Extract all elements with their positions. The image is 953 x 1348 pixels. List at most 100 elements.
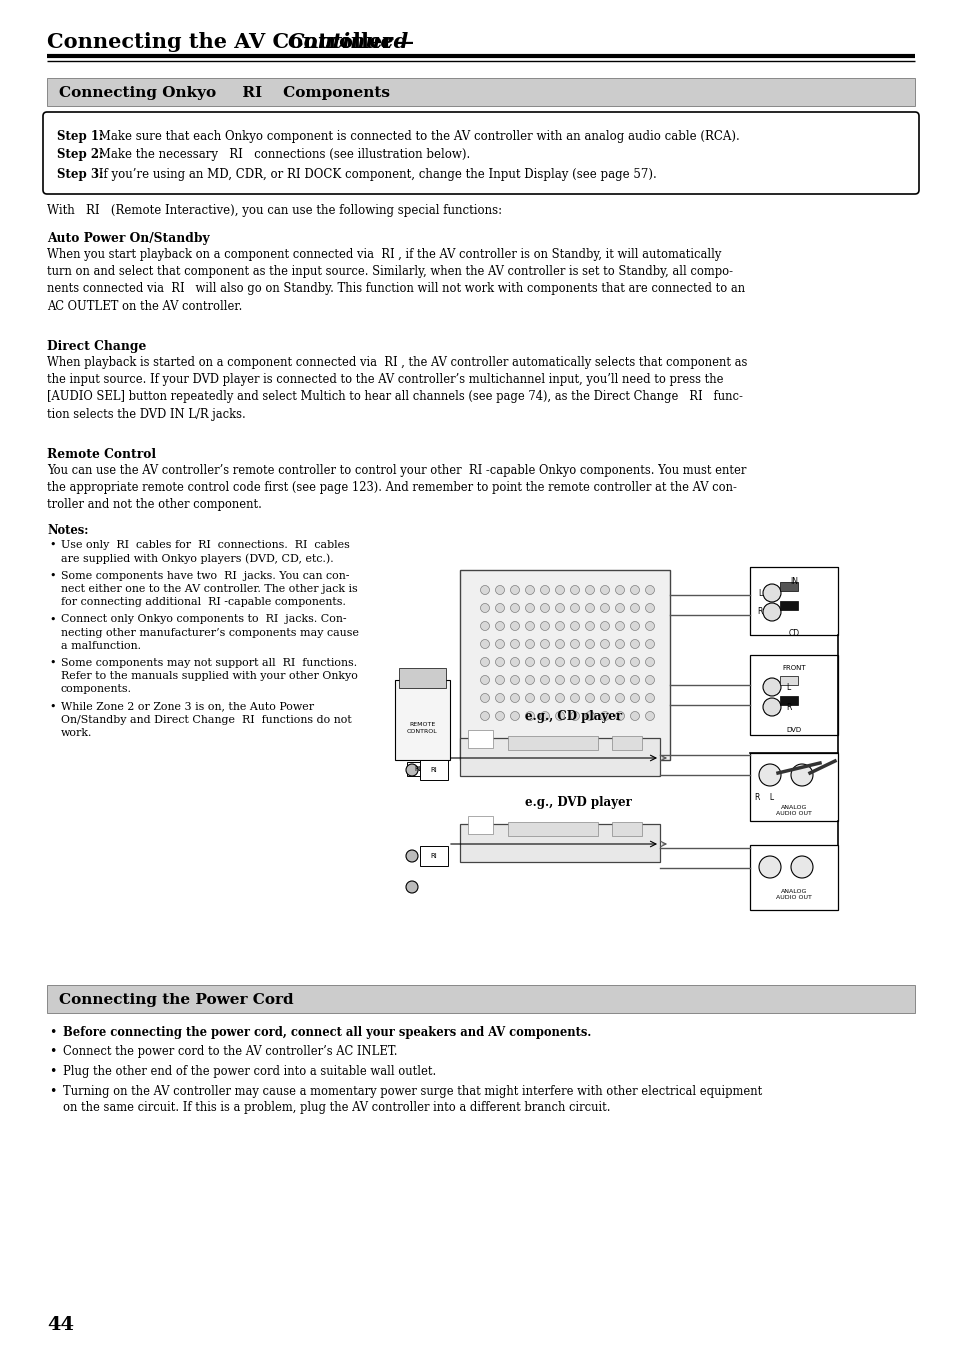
Circle shape (555, 604, 564, 612)
Text: R: R (785, 702, 791, 712)
Circle shape (480, 693, 489, 702)
Circle shape (585, 658, 594, 666)
Circle shape (525, 658, 534, 666)
Text: R    L: R L (754, 793, 773, 802)
Circle shape (615, 621, 624, 631)
Circle shape (480, 604, 489, 612)
Text: Step 2:: Step 2: (57, 148, 103, 160)
Circle shape (525, 621, 534, 631)
Text: Connect the power cord to the AV controller’s AC INLET.: Connect the power cord to the AV control… (63, 1046, 397, 1058)
Circle shape (645, 621, 654, 631)
Circle shape (495, 693, 504, 702)
Circle shape (480, 658, 489, 666)
Circle shape (510, 639, 519, 648)
Circle shape (570, 693, 578, 702)
Circle shape (599, 675, 609, 685)
Circle shape (510, 693, 519, 702)
Text: When playback is started on a component connected via  RI , the AV controller au: When playback is started on a component … (47, 356, 746, 421)
Text: REMOTE
CONTROL: REMOTE CONTROL (407, 723, 437, 733)
Circle shape (645, 675, 654, 685)
Circle shape (406, 882, 417, 892)
Circle shape (585, 712, 594, 720)
Circle shape (615, 604, 624, 612)
Circle shape (510, 658, 519, 666)
Circle shape (555, 675, 564, 685)
Circle shape (495, 712, 504, 720)
Bar (398, 669, 446, 687)
Text: You can use the AV controller’s remote controller to control your other  RI -cap: You can use the AV controller’s remote c… (47, 464, 745, 511)
Circle shape (759, 856, 781, 878)
Text: Connecting Onkyo     RI    Components: Connecting Onkyo RI Components (59, 86, 390, 100)
FancyBboxPatch shape (43, 112, 918, 194)
Circle shape (615, 658, 624, 666)
Bar (749, 568, 837, 635)
Text: RI: RI (415, 766, 421, 772)
Circle shape (510, 604, 519, 612)
Circle shape (570, 675, 578, 685)
Bar (459, 737, 659, 776)
Bar (47, 78, 914, 106)
Circle shape (762, 603, 781, 621)
Circle shape (510, 621, 519, 631)
Circle shape (599, 585, 609, 594)
Circle shape (480, 621, 489, 631)
Circle shape (540, 712, 549, 720)
Circle shape (540, 621, 549, 631)
Circle shape (495, 675, 504, 685)
Text: L: L (785, 682, 789, 692)
Circle shape (645, 693, 654, 702)
Text: •: • (49, 1046, 56, 1058)
Text: RI: RI (430, 767, 436, 772)
Bar (612, 822, 641, 836)
Text: ANALOG
AUDIO OUT: ANALOG AUDIO OUT (775, 888, 811, 900)
Bar (395, 679, 450, 760)
Circle shape (540, 604, 549, 612)
Circle shape (585, 621, 594, 631)
Circle shape (525, 693, 534, 702)
Circle shape (645, 658, 654, 666)
Text: L: L (757, 589, 761, 597)
Text: Plug the other end of the power cord into a suitable wall outlet.: Plug the other end of the power cord int… (63, 1065, 436, 1078)
Text: R: R (757, 608, 761, 616)
Circle shape (510, 675, 519, 685)
Bar (468, 731, 493, 748)
Circle shape (555, 639, 564, 648)
Text: •: • (49, 1065, 56, 1078)
Text: •: • (49, 615, 55, 624)
Bar (507, 736, 598, 749)
Bar (780, 582, 797, 590)
Text: While Zone 2 or Zone 3 is on, the Auto Power
On/Standby and Direct Change  RI  f: While Zone 2 or Zone 3 is on, the Auto P… (61, 701, 352, 737)
Circle shape (585, 604, 594, 612)
Circle shape (495, 639, 504, 648)
Text: Step 1:: Step 1: (57, 129, 103, 143)
Circle shape (525, 585, 534, 594)
Text: •: • (49, 1085, 56, 1097)
Circle shape (525, 639, 534, 648)
Text: Remote Control: Remote Control (47, 448, 156, 461)
Circle shape (630, 639, 639, 648)
Circle shape (510, 712, 519, 720)
Circle shape (615, 693, 624, 702)
Text: ANALOG
AUDIO OUT: ANALOG AUDIO OUT (775, 805, 811, 816)
Text: Some components have two  RI  jacks. You can con-
nect either one to the AV cont: Some components have two RI jacks. You c… (61, 572, 357, 607)
Circle shape (555, 693, 564, 702)
Text: Turning on the AV controller may cause a momentary power surge that might interf: Turning on the AV controller may cause a… (63, 1085, 761, 1115)
Circle shape (540, 675, 549, 685)
Circle shape (570, 604, 578, 612)
Circle shape (615, 585, 624, 594)
Circle shape (480, 712, 489, 720)
Circle shape (585, 693, 594, 702)
Circle shape (645, 585, 654, 594)
Bar (459, 570, 669, 760)
Circle shape (630, 712, 639, 720)
Circle shape (585, 639, 594, 648)
Circle shape (759, 764, 781, 786)
Bar (459, 824, 659, 861)
Text: Auto Power On/Standby: Auto Power On/Standby (47, 232, 210, 245)
Circle shape (630, 675, 639, 685)
Circle shape (570, 658, 578, 666)
Bar (780, 601, 797, 611)
Bar (780, 675, 797, 685)
Circle shape (570, 585, 578, 594)
Circle shape (540, 693, 549, 702)
